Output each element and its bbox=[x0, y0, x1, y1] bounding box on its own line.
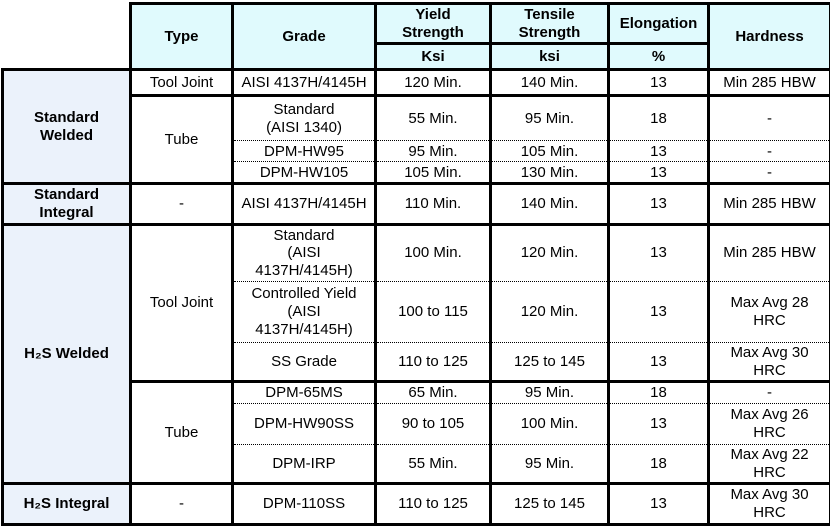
table-row: Standard Integral - AISI 4137H/4145H 110 Mi… bbox=[1, 182, 830, 225]
value-cell: - bbox=[707, 94, 830, 141]
value-cell: Max Avg 30 HRC bbox=[707, 341, 830, 382]
type-cell: - bbox=[129, 482, 234, 526]
value-cell: 95 Min. bbox=[489, 443, 610, 484]
table-row: DPM-HW105 105 Min. 130 Min. 13- bbox=[3, 161, 830, 184]
type-cell: - bbox=[129, 182, 234, 225]
value-cell: 125 to 145 bbox=[489, 341, 610, 382]
value-cell: 18 bbox=[607, 380, 710, 404]
value-cell: 13 bbox=[607, 341, 710, 382]
table-row: Controlled Yield (AISI 4137H/4145H) 100 t… bbox=[3, 280, 830, 343]
grade-cell: SS Grade bbox=[231, 341, 377, 382]
grade-cell: Standard (AISI 4137H/4145H) bbox=[231, 222, 377, 282]
value-cell: 13 bbox=[607, 68, 710, 96]
table-row: DPM-IRP 55 Min. 95 Min. 18 Max Avg 22 HRC bbox=[3, 443, 830, 484]
type-cell: Tool Joint bbox=[129, 68, 234, 96]
value-cell: 130 Min. bbox=[489, 161, 610, 184]
table-row: DPM-HW95 95 Min. 105 Min. 13- bbox=[3, 140, 830, 162]
value-cell: 13 bbox=[607, 182, 710, 225]
column-header-tensile-strength: Tensile Strength bbox=[489, 1, 610, 44]
value-cell: - bbox=[707, 140, 830, 162]
value-cell: 13 bbox=[607, 402, 710, 445]
value-cell: Max Avg 22 HRC bbox=[707, 443, 830, 484]
group-cell: H₂S Integral bbox=[1, 482, 132, 526]
grade-cell: DPM-110SS bbox=[231, 482, 377, 526]
table-row: Standard Welded Tool Joint AISI 4137H/4145… bbox=[1, 68, 830, 184]
group-cell: Standard Integral bbox=[1, 182, 132, 225]
table-row: H₂S Welded Tool Joint Standard (AISI 4137H… bbox=[1, 222, 830, 484]
value-cell: 13 bbox=[607, 482, 710, 526]
value-cell: 110 Min. bbox=[374, 182, 492, 225]
table-body: Standard Welded Tool Joint AISI 4137H/4145… bbox=[1, 68, 830, 526]
value-cell: 90 to 105 bbox=[374, 402, 492, 445]
grade-cell: Controlled Yield (AISI 4137H/4145H) bbox=[231, 280, 377, 343]
grade-cell: DPM-HW90SS bbox=[231, 402, 377, 445]
table-row: DPM-HW90SS 90 to 105 100 Min. 13 Max Avg 26 … bbox=[3, 402, 830, 445]
value-cell: - bbox=[707, 161, 830, 184]
value-cell: 105 Min. bbox=[489, 140, 610, 162]
table-row: Tube DPM-65MS 65 Min. 95 Min. 18- bbox=[3, 380, 830, 484]
group-cell: Standard Welded bbox=[1, 68, 132, 184]
grade-cell: DPM-HW95 bbox=[231, 140, 377, 162]
value-cell: 140 Min. bbox=[489, 182, 610, 225]
grade-cell: Standard (AISI 1340) bbox=[231, 94, 377, 141]
value-cell: 120 Min. bbox=[489, 280, 610, 343]
header-row-labels: Type Grade Yield Strength Tensile Streng… bbox=[2, 1, 830, 70]
table-header: Type Grade Yield Strength Tensile Streng… bbox=[2, 1, 830, 70]
value-cell: Min 285 HBW bbox=[707, 68, 830, 96]
table-row: Tube Standard (AISI 1340) 55 Min. 95 Min. 18… bbox=[3, 94, 830, 184]
value-cell: 18 bbox=[607, 443, 710, 484]
value-cell: 125 to 145 bbox=[489, 482, 610, 526]
grade-cell: DPM-HW105 bbox=[231, 161, 377, 184]
value-cell: 13 bbox=[607, 140, 710, 162]
value-cell: 140 Min. bbox=[489, 68, 610, 96]
group-cell: H₂S Welded bbox=[1, 222, 132, 484]
type-cell: Tube bbox=[129, 94, 234, 184]
value-cell: 13 bbox=[607, 222, 710, 282]
value-cell: 55 Min. bbox=[374, 443, 492, 484]
value-cell: Max Avg 30 HRC bbox=[707, 482, 830, 526]
value-cell: 95 Min. bbox=[374, 140, 492, 162]
value-cell: Max Avg 26 HRC bbox=[707, 402, 830, 445]
column-header-elongation: Elongation bbox=[607, 1, 710, 44]
value-cell: 120 Min. bbox=[489, 222, 610, 282]
value-cell: 95 Min. bbox=[489, 380, 610, 404]
grade-cell: AISI 4137H/4145H bbox=[231, 182, 377, 225]
table-row: SS Grade 110 to 125 125 to 145 13 Max Avg 30… bbox=[3, 341, 830, 382]
value-cell: 110 to 125 bbox=[374, 341, 492, 382]
value-cell: 105 Min. bbox=[374, 161, 492, 184]
value-cell: - bbox=[707, 380, 830, 404]
type-cell: Tube bbox=[129, 380, 234, 484]
type-cell: Tool Joint bbox=[129, 222, 234, 382]
unit-yield-ksi: Ksi bbox=[374, 42, 492, 70]
grade-cell: DPM-65MS bbox=[231, 380, 377, 404]
value-cell: Min 285 HBW bbox=[707, 222, 830, 282]
value-cell: 100 to 115 bbox=[374, 280, 492, 343]
value-cell: 18 bbox=[607, 94, 710, 141]
column-header-hardness: Hardness bbox=[707, 1, 830, 70]
value-cell: 100 Min. bbox=[489, 402, 610, 445]
value-cell: Min 285 HBW bbox=[707, 182, 830, 225]
value-cell: 120 Min. bbox=[374, 68, 492, 96]
value-cell: 95 Min. bbox=[489, 94, 610, 141]
table-row: H₂S Integral - DPM-110SS 110 to 125 125 to 1… bbox=[1, 482, 830, 526]
header-row-units: Ksi ksi % bbox=[3, 42, 830, 70]
value-cell: 13 bbox=[607, 280, 710, 343]
column-header-type: Type bbox=[129, 1, 234, 70]
value-cell: 65 Min. bbox=[374, 380, 492, 404]
column-header-yield-strength: Yield Strength bbox=[374, 1, 492, 44]
value-cell: 110 to 125 bbox=[374, 482, 492, 526]
value-cell: 13 bbox=[607, 161, 710, 184]
value-cell: Max Avg 28 HRC bbox=[707, 280, 830, 343]
column-header-grade: Grade bbox=[231, 1, 377, 70]
value-cell: 100 Min. bbox=[374, 222, 492, 282]
unit-elongation-percent: % bbox=[607, 42, 710, 70]
value-cell: 55 Min. bbox=[374, 94, 492, 141]
unit-tensile-ksi: ksi bbox=[489, 42, 610, 70]
grade-cell: DPM-IRP bbox=[231, 443, 377, 484]
empty-corner bbox=[2, 3, 131, 70]
grade-cell: AISI 4137H/4145H bbox=[231, 68, 377, 96]
